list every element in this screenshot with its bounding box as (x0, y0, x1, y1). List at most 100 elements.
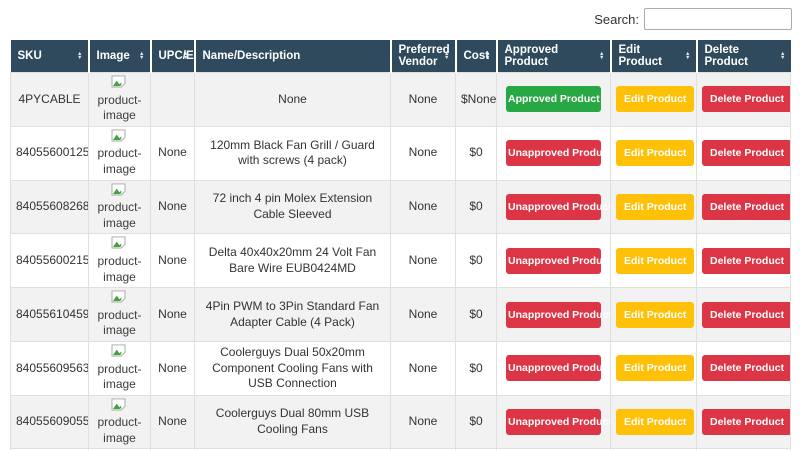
broken-image-icon (111, 344, 126, 362)
approved-status-button[interactable]: Unapproved Product (506, 301, 610, 328)
delete-product-button[interactable]: Delete Product (702, 140, 790, 167)
delete-cell: Delete Product (696, 72, 791, 127)
sort-icon: ▲ ▼ (599, 51, 605, 61)
image-cell: product-image (88, 287, 151, 342)
column-header-label: Cost (463, 50, 490, 62)
table-row: 840556104599 product-image None 4Pin PWM… (10, 287, 791, 342)
upc-cell: None (150, 179, 195, 235)
upc-cell: None (150, 125, 195, 181)
edit-cell: Edit Product (610, 340, 697, 396)
edit-cell: Edit Product (610, 287, 697, 342)
edit-product-button[interactable]: Edit Product (616, 193, 695, 220)
approved-status-button[interactable]: Unapproved Product (506, 409, 610, 436)
edit-product-button[interactable]: Edit Product (616, 355, 695, 382)
vendor-cell: None (390, 72, 456, 127)
image-cell: product-image (88, 340, 151, 396)
search-input[interactable] (644, 8, 792, 30)
sku-cell: 4PYCABLE (10, 72, 89, 127)
delete-cell: Delete Product (696, 125, 791, 181)
cost-cell: $0 (455, 394, 497, 450)
approved-status-button[interactable]: Approved Product (506, 86, 601, 113)
table-row: 4PYCABLE product-image None None $None A… (10, 72, 791, 127)
broken-image-icon (111, 75, 126, 93)
table-row: 840556002154 product-image None Delta 40… (10, 233, 791, 289)
edit-product-button[interactable]: Edit Product (616, 86, 695, 113)
column-header-upc[interactable]: UPC/EA ▲ ▼ (149, 40, 202, 73)
image-cell: product-image (88, 125, 151, 181)
sku-cell: 840556001256 (10, 125, 89, 181)
image-alt-text: product-image (97, 200, 142, 230)
delete-product-button[interactable]: Delete Product (702, 409, 790, 436)
sku-cell: 840556002154 (10, 233, 89, 289)
column-header-name: Name/Description (193, 40, 392, 73)
column-header-delete[interactable]: Delete Product ▲ ▼ (695, 40, 791, 73)
approved-cell: Unapproved Product (496, 287, 611, 342)
sku-cell: 840556104599 (10, 287, 89, 342)
column-header-label: Preferred Vendor (398, 44, 450, 68)
table-row: 840556082682 product-image None 72 inch … (10, 179, 791, 235)
sort-icon: ▲ ▼ (444, 51, 450, 61)
column-header-label: Edit Product (618, 44, 662, 68)
broken-image-icon (111, 183, 126, 201)
edit-product-button[interactable]: Edit Product (616, 247, 695, 274)
column-header-label: Name/Description (202, 50, 301, 62)
approved-cell: Unapproved Product (496, 394, 611, 450)
approved-status-button[interactable]: Unapproved Product (506, 355, 610, 382)
sort-icon: ▲ ▼ (485, 51, 491, 61)
delete-product-button[interactable]: Delete Product (702, 86, 790, 113)
delete-product-button[interactable]: Delete Product (702, 355, 790, 382)
edit-cell: Edit Product (610, 125, 697, 181)
table-row: 840556090557 product-image None Coolergu… (10, 394, 791, 450)
delete-cell: Delete Product (696, 233, 791, 289)
name-cell: Coolerguys Dual 50x20mm Component Coolin… (194, 340, 391, 396)
column-header-label: Approved Product (504, 44, 559, 68)
name-cell: None (194, 72, 391, 127)
column-header-label: SKU (17, 50, 42, 62)
sort-icon: ▲ ▼ (780, 51, 786, 61)
delete-product-button[interactable]: Delete Product (702, 247, 790, 274)
delete-product-button[interactable]: Delete Product (702, 193, 790, 220)
approved-status-button[interactable]: Unapproved Product (506, 247, 610, 274)
name-cell: 120mm Black Fan Grill / Guard with screw… (194, 125, 391, 181)
products-table: SKU ▲ ▼ Image ▲ ▼ UPC/EA ▲ ▼ Name/Descripti… (10, 40, 791, 450)
approved-cell: Unapproved Product (496, 179, 611, 235)
header-row: SKU ▲ ▼ Image ▲ ▼ UPC/EA ▲ ▼ Name/Descripti… (10, 40, 791, 73)
approved-cell: Unapproved Product (496, 340, 611, 396)
column-header-label: Delete Product (704, 44, 748, 68)
column-header-image[interactable]: Image ▲ ▼ (87, 40, 152, 73)
column-header-sku[interactable]: SKU ▲ ▼ (10, 40, 90, 73)
edit-cell: Edit Product (610, 179, 697, 235)
approved-status-button[interactable]: Unapproved Product (506, 140, 610, 167)
delete-cell: Delete Product (696, 340, 791, 396)
approved-cell: Unapproved Product (496, 233, 611, 289)
broken-image-icon (111, 290, 126, 308)
edit-product-button[interactable]: Edit Product (616, 140, 695, 167)
broken-image-icon (111, 129, 126, 147)
image-alt-text: product-image (97, 92, 142, 123)
approved-cell: Approved Product (496, 72, 611, 127)
image-alt-text: product-image (97, 253, 142, 284)
upc-cell: None (150, 233, 195, 289)
column-header-vendor[interactable]: Preferred Vendor ▲ ▼ (389, 40, 457, 73)
upc-cell: None (150, 394, 195, 450)
image-cell: product-image (88, 394, 151, 450)
image-cell: product-image (88, 72, 151, 127)
vendor-cell: None (390, 125, 456, 181)
edit-product-button[interactable]: Edit Product (616, 301, 695, 328)
approved-cell: Unapproved Product (496, 125, 611, 181)
sort-icon: ▲ ▼ (685, 51, 691, 61)
edit-product-button[interactable]: Edit Product (616, 409, 695, 436)
name-cell: Delta 40x40x20mm 24 Volt Fan Bare Wire E… (194, 233, 391, 289)
image-alt-text: product-image (97, 146, 142, 176)
column-header-edit[interactable]: Edit Product ▲ ▼ (609, 40, 698, 73)
approved-status-button[interactable]: Unapproved Product (506, 193, 610, 220)
delete-product-button[interactable]: Delete Product (702, 301, 790, 328)
edit-cell: Edit Product (610, 394, 697, 450)
delete-cell: Delete Product (696, 448, 791, 450)
column-header-approved[interactable]: Approved Product ▲ ▼ (495, 40, 612, 73)
vendor-cell: None (390, 340, 456, 396)
broken-image-icon (111, 236, 126, 254)
column-header-cost[interactable]: Cost ▲ ▼ (454, 40, 498, 73)
delete-cell: Delete Product (696, 394, 791, 450)
sort-icon: ▲ ▼ (183, 51, 189, 61)
